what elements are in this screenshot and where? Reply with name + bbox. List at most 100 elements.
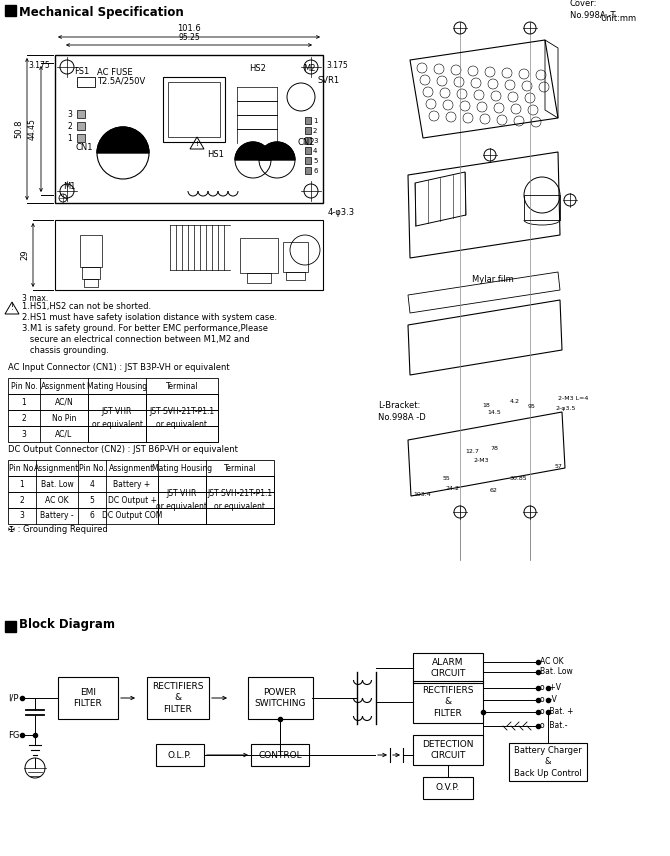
Text: 2: 2 — [21, 413, 26, 423]
Text: Pin No.: Pin No. — [9, 463, 36, 473]
Text: secure an electrical connection between M1,M2 and: secure an electrical connection between … — [22, 335, 250, 344]
Bar — [156, 744, 204, 766]
Text: 3.M1 is safety ground. For better EMC performance,Please: 3.M1 is safety ground. For better EMC pe… — [22, 324, 268, 333]
Bar — [77, 122, 85, 130]
Text: 6: 6 — [313, 168, 318, 174]
Text: 95: 95 — [528, 404, 536, 409]
Text: 1: 1 — [313, 117, 318, 123]
Text: I/P: I/P — [8, 693, 19, 703]
Bar — [77, 77, 95, 87]
Bar — [82, 267, 100, 279]
Text: 50.8: 50.8 — [14, 120, 23, 139]
Text: RECTIFIERS
&
FILTER: RECTIFIERS & FILTER — [422, 687, 474, 717]
Text: 2.HS1 must have safety isolation distance with system case.: 2.HS1 must have safety isolation distanc… — [22, 313, 277, 322]
Bar — [5, 5, 16, 16]
Text: O.V.P.: O.V.P. — [436, 783, 460, 793]
Bar — [305, 167, 311, 174]
Text: Cover:
No.998A -T: Cover: No.998A -T — [570, 0, 616, 20]
Text: L-Bracket:
No.998A -D: L-Bracket: No.998A -D — [378, 401, 425, 422]
Bar — [8, 410, 218, 426]
Text: RECTIFIERS
&
FILTER: RECTIFIERS & FILTER — [152, 682, 204, 714]
Text: DC Output COM: DC Output COM — [102, 512, 162, 520]
Text: 4-φ3.3: 4-φ3.3 — [328, 208, 355, 217]
Text: 1.HS1,HS2 can not be shorted.: 1.HS1,HS2 can not be shorted. — [22, 302, 151, 311]
Text: DC Output Connector (CN2) : JST B6P-VH or equivalent: DC Output Connector (CN2) : JST B6P-VH o… — [8, 445, 238, 454]
Text: 3 max.: 3 max. — [22, 294, 48, 303]
Wedge shape — [235, 142, 271, 160]
Text: AC/N: AC/N — [55, 397, 74, 407]
Text: 3: 3 — [68, 110, 72, 118]
Text: 6: 6 — [90, 512, 94, 520]
Text: 3: 3 — [21, 430, 26, 438]
Text: 2-φ3.5: 2-φ3.5 — [555, 406, 576, 411]
Bar — [8, 394, 218, 410]
Text: 18: 18 — [482, 403, 490, 408]
Bar — [247, 273, 271, 283]
Text: 57: 57 — [555, 464, 563, 469]
Text: 29: 29 — [20, 250, 29, 260]
Text: FS1: FS1 — [74, 67, 89, 76]
Text: Unit:mm: Unit:mm — [600, 14, 636, 22]
Bar — [163, 77, 225, 142]
Bar — [8, 460, 274, 476]
Bar — [77, 134, 85, 142]
Text: 1: 1 — [21, 397, 26, 407]
Bar — [286, 272, 305, 280]
Bar — [77, 110, 85, 118]
Text: JST SVH-21T-P1.1
or equivalent: JST SVH-21T-P1.1 or equivalent — [208, 490, 273, 511]
Text: SVR1: SVR1 — [317, 76, 339, 85]
Bar — [251, 744, 309, 766]
Text: !: ! — [11, 304, 13, 312]
Text: Battery -: Battery - — [40, 512, 74, 520]
Text: Bat. Low: Bat. Low — [41, 479, 74, 489]
Bar — [80, 235, 102, 267]
Text: 2: 2 — [313, 128, 318, 134]
Text: 1: 1 — [68, 134, 72, 142]
Text: chassis grounding.: chassis grounding. — [22, 346, 109, 355]
Bar — [413, 653, 483, 683]
Bar — [509, 743, 587, 781]
Text: Assignment: Assignment — [42, 382, 86, 390]
Text: Mylar film: Mylar film — [472, 275, 514, 284]
Text: Bat. Low: Bat. Low — [540, 667, 573, 676]
Text: o  -V: o -V — [540, 695, 557, 704]
Bar — [8, 378, 218, 394]
Text: No Pin: No Pin — [52, 413, 76, 423]
Wedge shape — [259, 142, 295, 160]
Text: Battery +: Battery + — [113, 479, 151, 489]
Text: Assignment: Assignment — [34, 463, 80, 473]
Text: FG: FG — [8, 730, 19, 740]
Text: 30.85: 30.85 — [510, 476, 528, 481]
Text: Mechanical Specification: Mechanical Specification — [19, 5, 184, 19]
Text: 4.2: 4.2 — [510, 399, 520, 404]
Text: 3: 3 — [19, 512, 24, 520]
Text: 14.5: 14.5 — [487, 410, 500, 415]
Text: AC/L: AC/L — [56, 430, 72, 438]
Text: JST SVH-21T-P1.1
or equivalent: JST SVH-21T-P1.1 or equivalent — [149, 407, 214, 429]
Bar — [147, 677, 209, 719]
Text: 95.25: 95.25 — [178, 33, 200, 42]
Bar — [423, 777, 473, 799]
Text: ALARM
CIRCUIT: ALARM CIRCUIT — [430, 658, 466, 678]
Text: 3.175: 3.175 — [28, 61, 50, 69]
Bar — [305, 147, 311, 154]
Text: EMI
FILTER: EMI FILTER — [74, 688, 103, 708]
Text: ✠ : Grounding Required: ✠ : Grounding Required — [8, 525, 108, 534]
Text: !: ! — [196, 141, 198, 147]
Text: DETECTION
CIRCUIT: DETECTION CIRCUIT — [422, 740, 474, 760]
Text: JST VHR
or equivalent: JST VHR or equivalent — [92, 407, 143, 429]
Bar — [305, 157, 311, 164]
Bar — [413, 735, 483, 765]
Text: 5: 5 — [90, 496, 94, 504]
Text: O.L.P.: O.L.P. — [168, 751, 192, 759]
Text: 3.175: 3.175 — [326, 61, 348, 69]
Bar — [413, 681, 483, 723]
Text: 5: 5 — [313, 158, 318, 163]
Text: HS2: HS2 — [249, 64, 266, 73]
Bar — [5, 621, 16, 632]
Text: 2-M3: 2-M3 — [473, 458, 488, 463]
Text: Battery Charger
&
Back Up Control: Battery Charger & Back Up Control — [514, 746, 582, 777]
Bar — [305, 127, 311, 134]
Text: Pin No.: Pin No. — [78, 463, 105, 473]
Text: CN1: CN1 — [75, 143, 92, 152]
